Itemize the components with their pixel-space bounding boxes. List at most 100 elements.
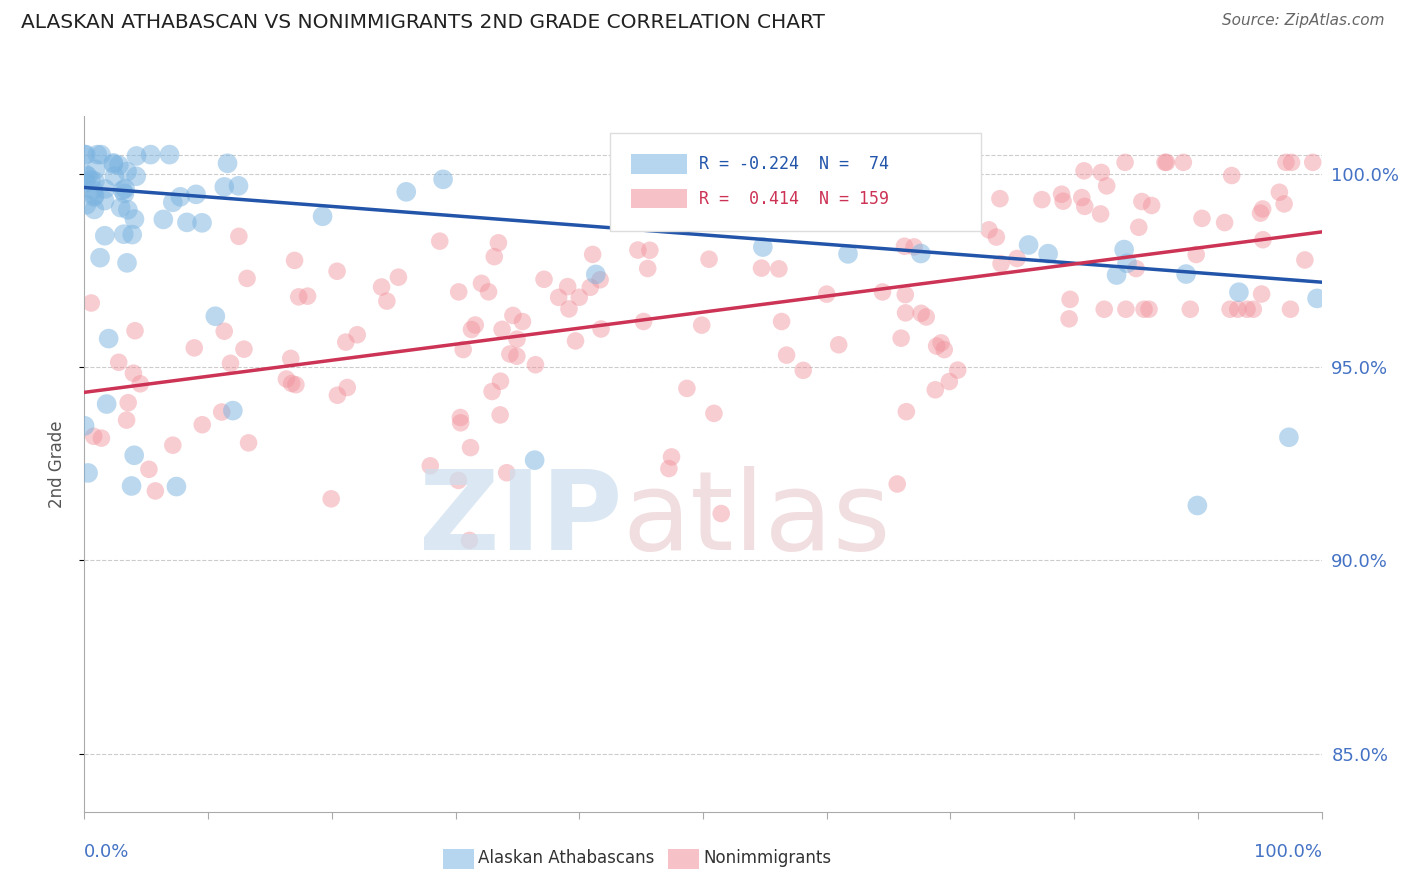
- Point: [953, 155, 976, 169]
- Point: [90, 147, 112, 161]
- Point: [449, 410, 471, 425]
- Point: [238, 435, 260, 450]
- Point: [752, 240, 775, 254]
- Point: [419, 458, 441, 473]
- Point: [1249, 206, 1271, 220]
- Point: [124, 324, 146, 338]
- Point: [955, 175, 977, 189]
- Point: [84, 162, 107, 177]
- Point: [110, 201, 132, 215]
- Point: [80, 296, 103, 310]
- Point: [1302, 155, 1324, 169]
- Point: [828, 338, 851, 352]
- Point: [1116, 256, 1139, 270]
- Point: [697, 252, 720, 267]
- Point: [73, 147, 96, 161]
- Point: [661, 450, 683, 464]
- Point: [83, 190, 105, 204]
- Point: [658, 461, 681, 475]
- Point: [326, 388, 349, 402]
- Point: [512, 314, 534, 328]
- Point: [75, 147, 97, 161]
- Point: [80, 173, 103, 187]
- Point: [432, 172, 454, 186]
- Point: [387, 270, 409, 285]
- Text: R = -0.224  N =  74: R = -0.224 N = 74: [699, 155, 889, 173]
- Text: Nonimmigrants: Nonimmigrants: [703, 849, 831, 867]
- Point: [176, 215, 198, 229]
- Point: [138, 462, 160, 476]
- Point: [183, 341, 205, 355]
- Point: [1251, 202, 1274, 216]
- Point: [925, 339, 948, 353]
- Point: [447, 474, 470, 488]
- Point: [488, 235, 510, 250]
- Text: R =  0.414  N = 159: R = 0.414 N = 159: [699, 190, 889, 208]
- Point: [1227, 285, 1250, 300]
- Point: [896, 404, 918, 418]
- Point: [470, 277, 492, 291]
- Point: [1154, 155, 1177, 169]
- Point: [903, 240, 925, 254]
- FancyBboxPatch shape: [631, 189, 688, 209]
- Point: [837, 247, 859, 261]
- Point: [280, 351, 302, 366]
- Point: [125, 169, 148, 184]
- Point: [451, 343, 474, 357]
- Point: [1057, 311, 1080, 326]
- Point: [103, 156, 125, 170]
- Point: [484, 250, 506, 264]
- Point: [1130, 194, 1153, 209]
- Point: [1018, 238, 1040, 252]
- Point: [589, 273, 612, 287]
- Point: [1095, 178, 1118, 193]
- Point: [489, 408, 512, 422]
- Point: [633, 314, 655, 328]
- Point: [233, 342, 256, 356]
- Point: [815, 287, 838, 301]
- Point: [460, 441, 482, 455]
- Point: [775, 348, 797, 362]
- Y-axis label: 2nd Grade: 2nd Grade: [48, 420, 66, 508]
- Point: [1180, 302, 1202, 317]
- Point: [1156, 155, 1178, 169]
- Point: [768, 261, 790, 276]
- Point: [676, 381, 699, 395]
- Point: [1092, 302, 1115, 317]
- Point: [219, 356, 242, 370]
- Point: [564, 334, 586, 348]
- Point: [284, 377, 307, 392]
- Point: [547, 290, 569, 304]
- Text: 100.0%: 100.0%: [1254, 843, 1322, 861]
- Point: [1133, 302, 1156, 317]
- Point: [506, 332, 529, 346]
- Point: [1114, 243, 1136, 257]
- Point: [276, 372, 298, 386]
- Point: [894, 306, 917, 320]
- Point: [1137, 302, 1160, 317]
- Point: [460, 322, 482, 336]
- Point: [1114, 155, 1136, 169]
- Point: [447, 285, 470, 299]
- Point: [1052, 194, 1074, 209]
- Point: [162, 195, 184, 210]
- Point: [523, 453, 546, 467]
- Point: [1128, 220, 1150, 235]
- Point: [910, 246, 932, 260]
- Point: [450, 416, 472, 430]
- Point: [1031, 193, 1053, 207]
- Point: [191, 417, 214, 432]
- Point: [872, 285, 894, 299]
- Point: [1251, 233, 1274, 247]
- Text: Source: ZipAtlas.com: Source: ZipAtlas.com: [1222, 13, 1385, 29]
- Point: [690, 318, 713, 333]
- Point: [934, 343, 956, 357]
- Point: [946, 363, 969, 377]
- Point: [429, 234, 451, 248]
- Point: [638, 244, 661, 258]
- Point: [114, 186, 136, 201]
- Point: [86, 147, 108, 161]
- Point: [83, 429, 105, 443]
- Point: [524, 358, 547, 372]
- Point: [75, 167, 97, 181]
